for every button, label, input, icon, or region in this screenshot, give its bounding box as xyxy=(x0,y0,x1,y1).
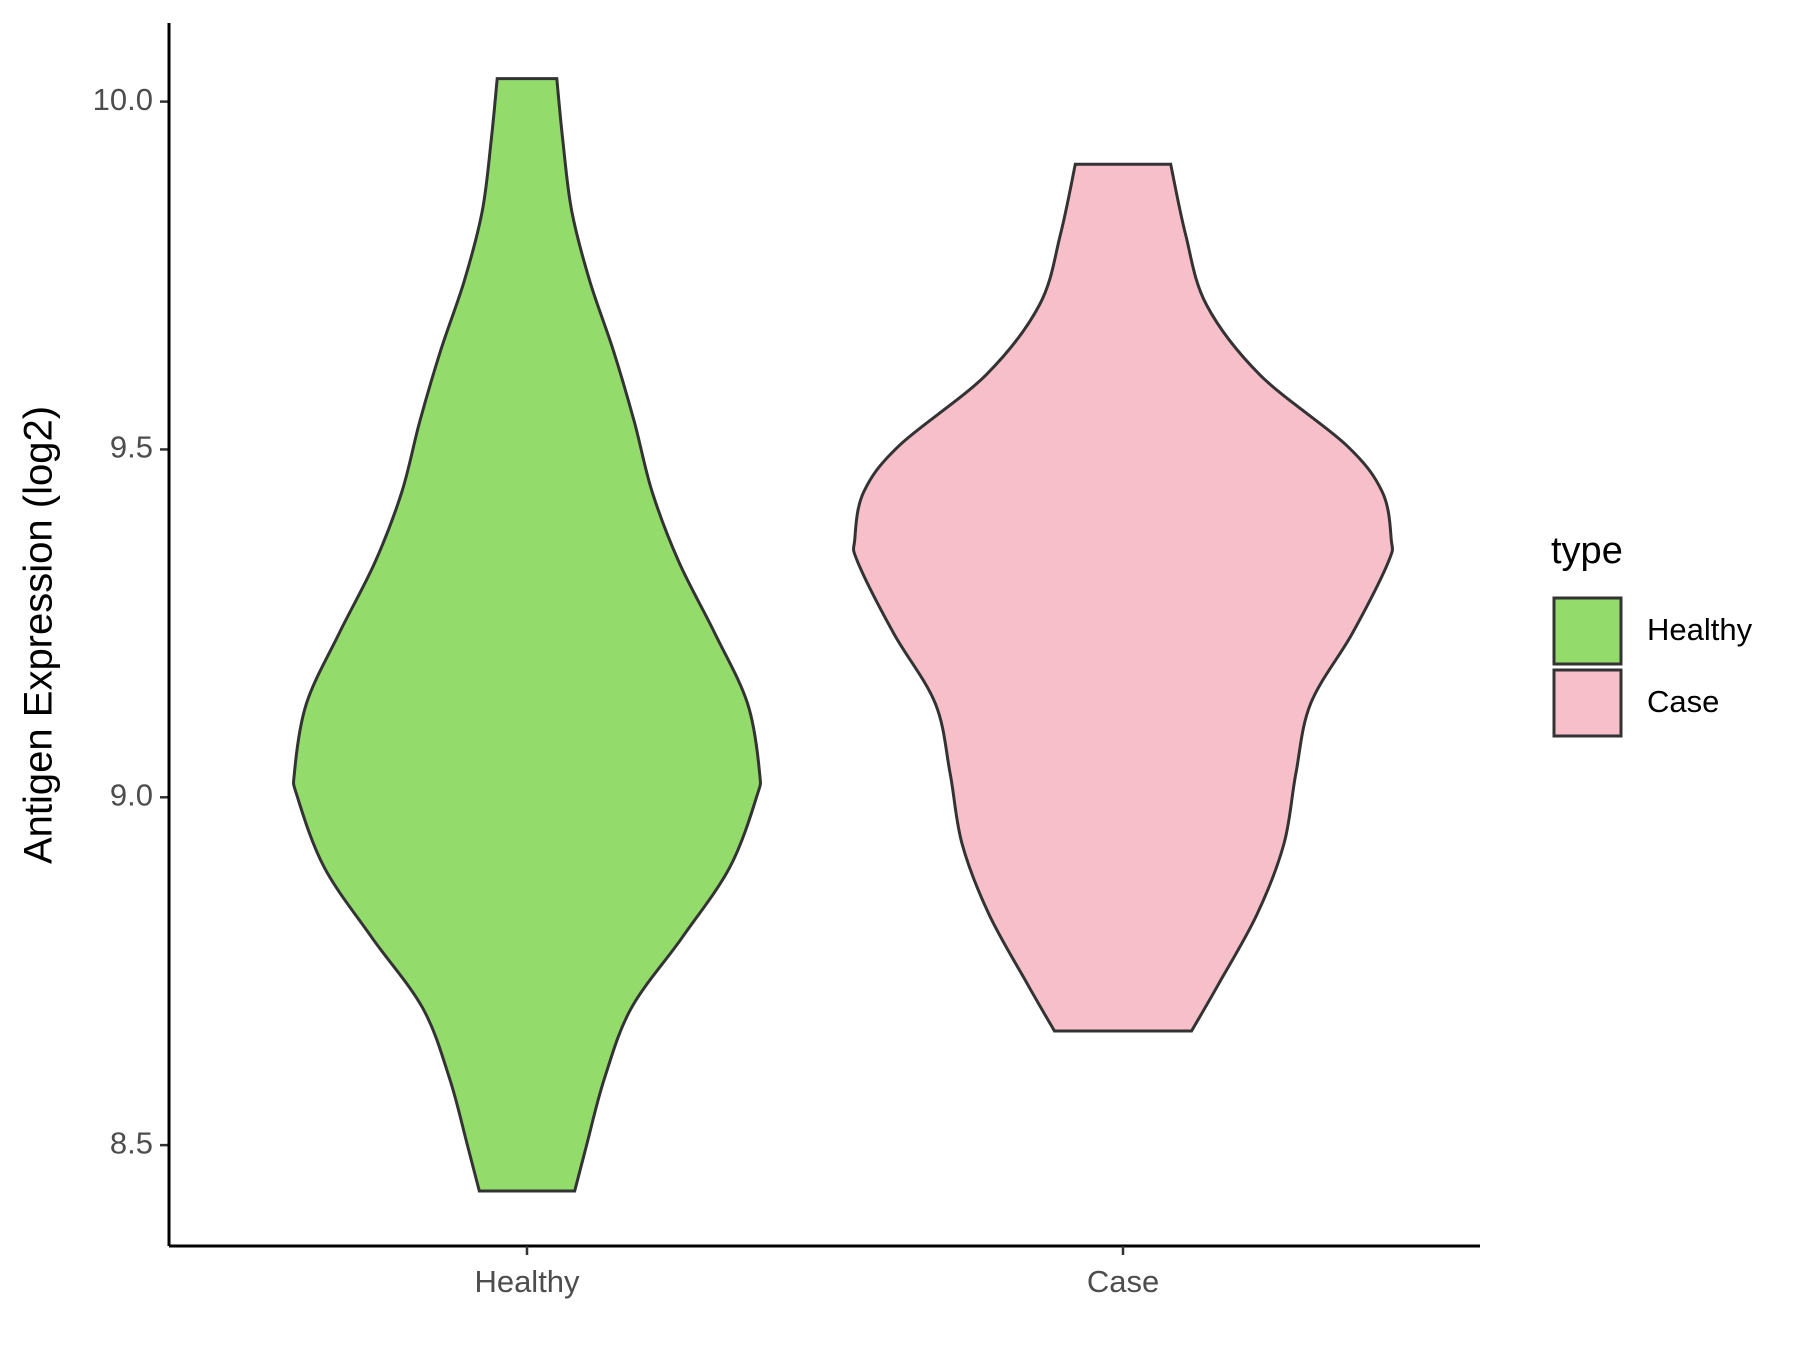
y-tick-label: 8.5 xyxy=(110,1125,153,1160)
legend-key xyxy=(1552,668,1623,738)
legend-label: Case xyxy=(1647,684,1719,719)
y-tick-label: 9.0 xyxy=(110,777,153,812)
violin xyxy=(292,77,762,1193)
y-axis-label: Antigen Expression (log2) xyxy=(17,406,61,864)
legend-label: Healthy xyxy=(1647,612,1753,647)
y-tick-label: 10.0 xyxy=(93,82,153,117)
violin xyxy=(851,162,1395,1033)
x-tick-label: Healthy xyxy=(474,1264,580,1299)
y-tick-label: 9.5 xyxy=(110,430,153,465)
legend-key xyxy=(1552,596,1623,666)
x-tick-label: Case xyxy=(1087,1264,1159,1299)
legend-title: type xyxy=(1551,530,1623,572)
